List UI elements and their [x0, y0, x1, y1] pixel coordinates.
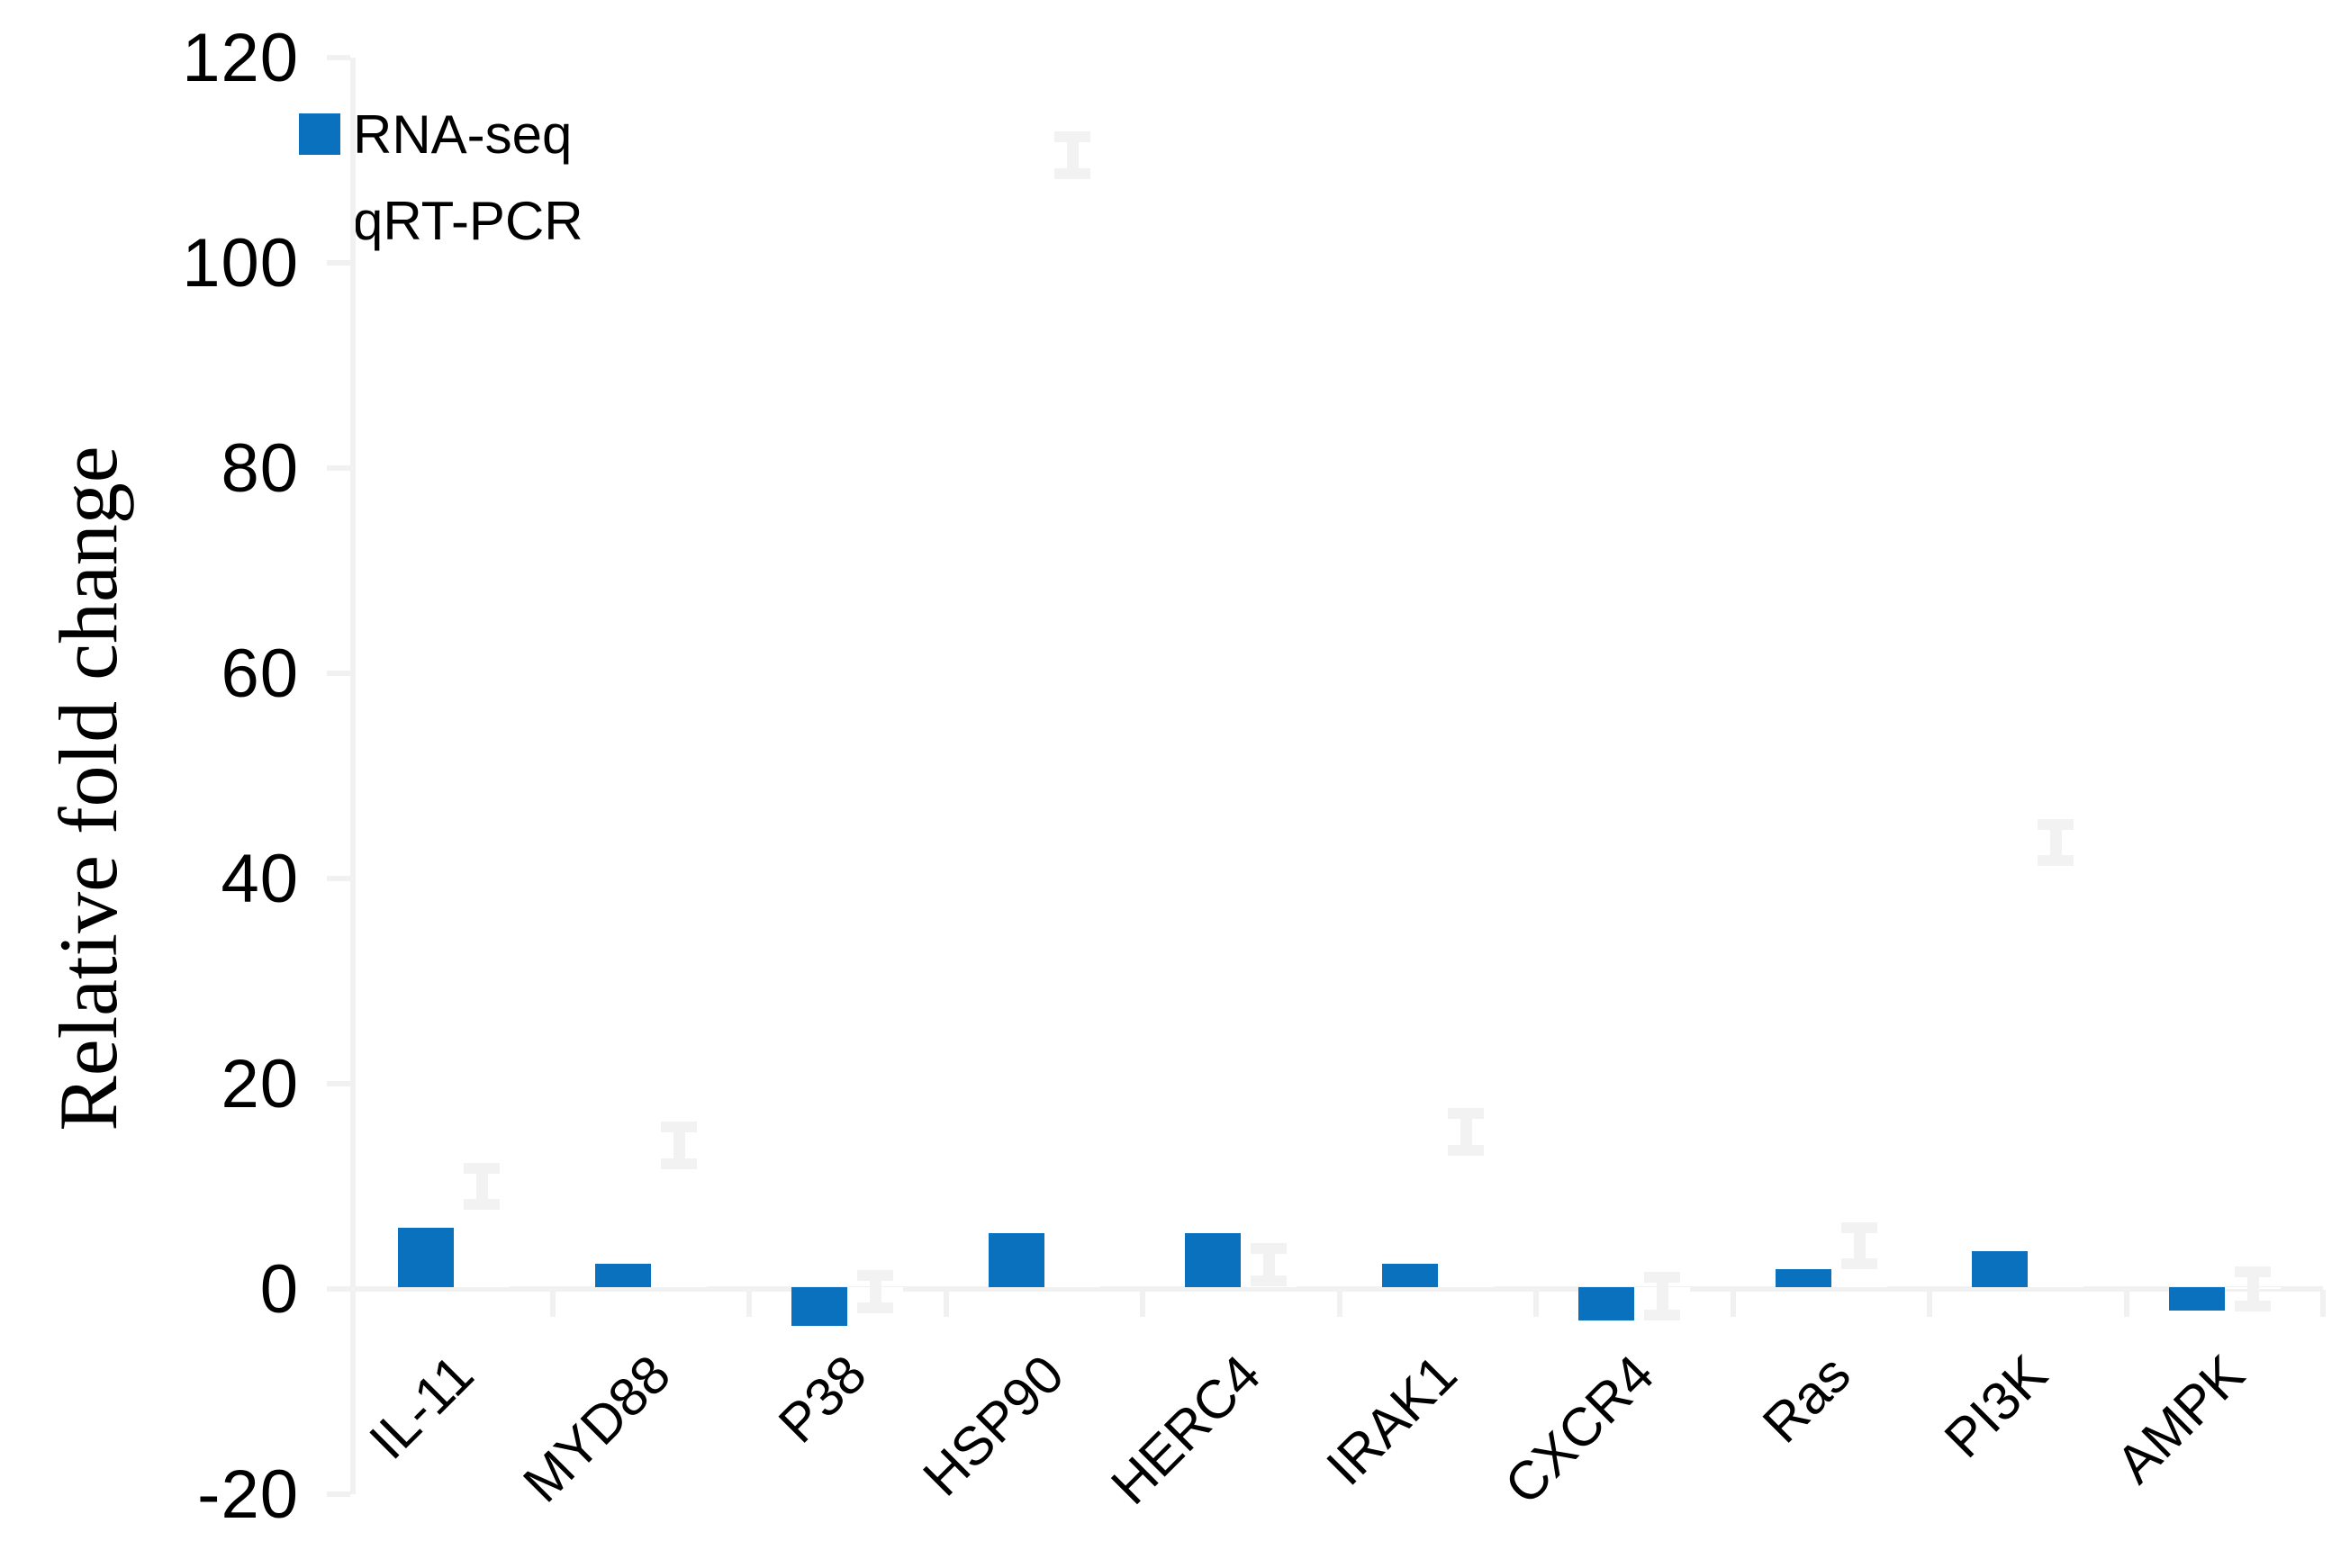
bar-qrt-pcr-hsp90: [1044, 155, 1100, 1287]
bar-rna-seq-ampk: [2168, 1287, 2225, 1311]
error-bar-pi3k-cap-top: [2038, 818, 2074, 830]
error-bar-irak1-cap-bottom: [1447, 1144, 1484, 1156]
error-bar-ampk-cap-top: [2234, 1266, 2271, 1277]
bar-qrt-pcr-pi3k: [2028, 843, 2084, 1287]
error-bar-cxcr4-cap-top: [1644, 1271, 1681, 1283]
error-bar-ampk-cap-bottom: [2234, 1301, 2271, 1312]
x-axis-category-label-hsp90: HSP90: [911, 1343, 1075, 1508]
error-bar-herc4-cap-bottom: [1251, 1275, 1288, 1286]
bar-rna-seq-p38: [791, 1287, 848, 1327]
error-bar-myd88-cap-top: [660, 1122, 697, 1133]
x-axis-category-tick: [746, 1290, 752, 1317]
x-axis-category-label-ampk: AMPK: [2104, 1343, 2255, 1495]
error-bar-il-11-stem: [476, 1162, 489, 1211]
bar-rna-seq-irak1: [1381, 1263, 1438, 1287]
error-bar-irak1-cap-top: [1447, 1108, 1484, 1120]
y-axis-tick: [327, 1081, 350, 1086]
legend-label-qrt-pcr: qRT-PCR: [353, 190, 583, 251]
x-axis-category-label-il-11: IL-11: [357, 1343, 485, 1471]
error-bar-hsp90-cap-top: [1053, 131, 1090, 143]
error-bar-il-11-cap-top: [464, 1162, 501, 1174]
bar-rna-seq-hsp90: [988, 1233, 1044, 1287]
x-axis-category-label-p38: P38: [767, 1343, 879, 1455]
x-axis-category-tick: [1336, 1290, 1342, 1317]
error-bar-myd88-stem: [673, 1122, 685, 1169]
error-bar-pi3k-stem: [2050, 818, 2063, 867]
bar-rna-seq-il-11: [398, 1227, 455, 1287]
y-axis-tick-label: 100: [182, 224, 299, 302]
x-axis-category-label-myd88: MYD88: [511, 1343, 682, 1514]
error-bar-ampk-stem: [2246, 1266, 2259, 1312]
y-axis-line: [350, 58, 356, 1494]
y-axis-tick-label: -20: [197, 1455, 299, 1533]
error-bar-pi3k-cap-bottom: [2038, 855, 2074, 867]
y-axis-tick: [327, 465, 350, 471]
error-bar-herc4-cap-top: [1251, 1242, 1288, 1254]
x-axis-category-tick: [2320, 1290, 2326, 1317]
y-axis-tick: [327, 55, 350, 60]
x-axis-category-label-ras: Ras: [1751, 1343, 1862, 1455]
error-bar-hsp90-stem: [1066, 131, 1079, 179]
legend-item-rna-seq: RNA-seq: [299, 104, 583, 165]
y-axis-tick-label: 20: [221, 1045, 299, 1122]
y-axis-tick-label: 80: [221, 429, 299, 507]
y-axis-tick: [327, 260, 350, 266]
error-bar-ras-stem: [1853, 1221, 1866, 1270]
x-axis-category-tick: [549, 1290, 556, 1317]
error-bar-ras-cap-bottom: [1840, 1258, 1877, 1270]
error-bar-il-11-cap-bottom: [464, 1199, 501, 1211]
y-axis-tick-label: 60: [221, 635, 299, 712]
y-axis-tick: [327, 671, 350, 676]
error-bar-myd88-cap-bottom: [660, 1158, 697, 1169]
x-axis-category-tick: [1533, 1290, 1539, 1317]
error-bar-hsp90-cap-bottom: [1053, 167, 1090, 179]
error-bar-p38-cap-top: [857, 1270, 894, 1282]
y-axis-tick-label: 0: [259, 1250, 299, 1328]
error-bar-cxcr4-stem: [1657, 1271, 1669, 1321]
bar-rna-seq-herc4: [1185, 1233, 1242, 1287]
y-axis-tick: [327, 1491, 350, 1497]
error-bar-irak1-stem: [1460, 1108, 1472, 1156]
x-axis-category-label-herc4: HERC4: [1099, 1343, 1272, 1516]
x-axis-category-label-cxcr4: CXCR4: [1493, 1343, 1666, 1516]
error-bar-p38-cap-bottom: [857, 1302, 894, 1314]
error-bar-ras-cap-top: [1840, 1221, 1877, 1233]
x-axis-category-tick: [1730, 1290, 1736, 1317]
x-axis-category-tick: [2123, 1290, 2129, 1317]
x-axis-category-tick: [943, 1290, 949, 1317]
y-axis-tick: [327, 876, 350, 881]
x-axis-category-label-pi3k: PI3K: [1932, 1343, 2059, 1470]
y-axis-tick-label: 120: [182, 19, 299, 96]
legend-swatch-qrt-pcr: [299, 200, 340, 241]
bar-rna-seq-myd88: [594, 1263, 651, 1287]
bar-qrt-pcr-irak1: [1437, 1131, 1494, 1287]
x-axis-category-tick: [1927, 1290, 1932, 1317]
error-bar-cxcr4-cap-bottom: [1644, 1310, 1681, 1321]
bar-rna-seq-pi3k: [1972, 1250, 2029, 1287]
bar-rna-seq-ras: [1775, 1269, 1831, 1287]
x-axis-category-label-irak1: IRAK1: [1315, 1343, 1469, 1497]
legend-label-rna-seq: RNA-seq: [353, 104, 573, 165]
legend: RNA-seq qRT-PCR: [299, 104, 583, 281]
x-axis-line: [327, 1286, 2323, 1292]
y-axis-tick-label: 40: [221, 840, 299, 917]
bar-qrt-pcr-myd88: [650, 1145, 707, 1287]
bar-rna-seq-cxcr4: [1578, 1287, 1635, 1321]
x-axis-category-tick: [1140, 1290, 1145, 1317]
legend-item-qrt-pcr: qRT-PCR: [299, 191, 583, 251]
legend-swatch-rna-seq: [299, 113, 340, 155]
